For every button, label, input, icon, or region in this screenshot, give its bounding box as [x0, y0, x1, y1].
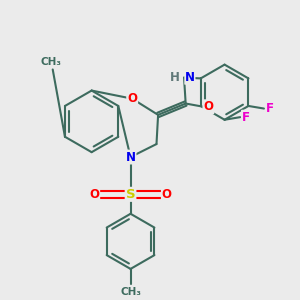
Text: F: F — [242, 111, 250, 124]
Text: N: N — [185, 71, 195, 84]
Text: H: H — [170, 71, 180, 84]
Text: O: O — [127, 92, 137, 105]
Text: N: N — [125, 151, 136, 164]
Text: O: O — [162, 188, 172, 201]
Text: O: O — [89, 188, 99, 201]
Text: CH₃: CH₃ — [40, 57, 61, 67]
Text: CH₃: CH₃ — [120, 287, 141, 297]
Text: O: O — [203, 100, 213, 113]
Text: F: F — [266, 102, 274, 115]
Text: S: S — [126, 188, 135, 201]
